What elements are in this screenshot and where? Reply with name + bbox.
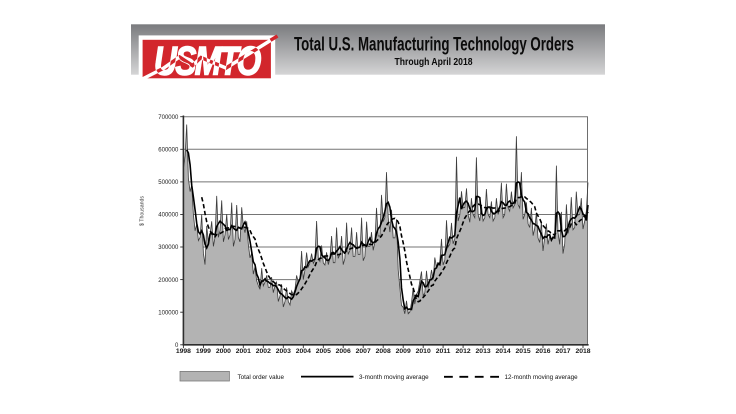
svg-text:2002: 2002 [256, 348, 271, 355]
svg-text:2012: 2012 [456, 348, 471, 355]
svg-text:Total order value: Total order value [238, 374, 285, 381]
svg-text:700000: 700000 [158, 115, 179, 121]
svg-text:2015: 2015 [516, 348, 531, 355]
svg-text:2017: 2017 [555, 348, 570, 355]
svg-text:3-month moving average: 3-month moving average [359, 374, 429, 381]
svg-text:500000: 500000 [158, 180, 179, 186]
svg-text:100000: 100000 [158, 310, 179, 316]
svg-text:400000: 400000 [158, 213, 179, 219]
svg-text:0: 0 [175, 343, 179, 349]
svg-text:2004: 2004 [296, 348, 311, 355]
svg-text:1998: 1998 [176, 348, 191, 355]
svg-text:1999: 1999 [196, 348, 211, 355]
svg-text:200000: 200000 [158, 278, 179, 284]
svg-text:2005: 2005 [316, 348, 331, 355]
svg-text:600000: 600000 [158, 148, 179, 154]
svg-text:2007: 2007 [356, 348, 371, 355]
svg-text:2008: 2008 [376, 348, 391, 355]
svg-text:2003: 2003 [276, 348, 291, 355]
svg-text:2009: 2009 [396, 348, 411, 355]
svg-text:2011: 2011 [436, 348, 451, 355]
svg-text:2013: 2013 [476, 348, 491, 355]
svg-text:2016: 2016 [535, 348, 550, 355]
svg-text:Through April 2018: Through April 2018 [394, 56, 473, 68]
svg-text:2014: 2014 [496, 348, 511, 355]
svg-text:300000: 300000 [158, 245, 179, 251]
svg-text:2010: 2010 [416, 348, 431, 355]
svg-text:Total U.S. Manufacturing Techn: Total U.S. Manufacturing Technology Orde… [294, 34, 574, 55]
svg-text:2000: 2000 [216, 348, 231, 355]
svg-text:12-month moving average: 12-month moving average [505, 374, 579, 381]
svg-text:2018: 2018 [575, 348, 590, 355]
svg-text:2006: 2006 [336, 348, 351, 355]
svg-text:$ Thousands: $ Thousands [140, 196, 146, 226]
svg-text:2001: 2001 [236, 348, 251, 355]
